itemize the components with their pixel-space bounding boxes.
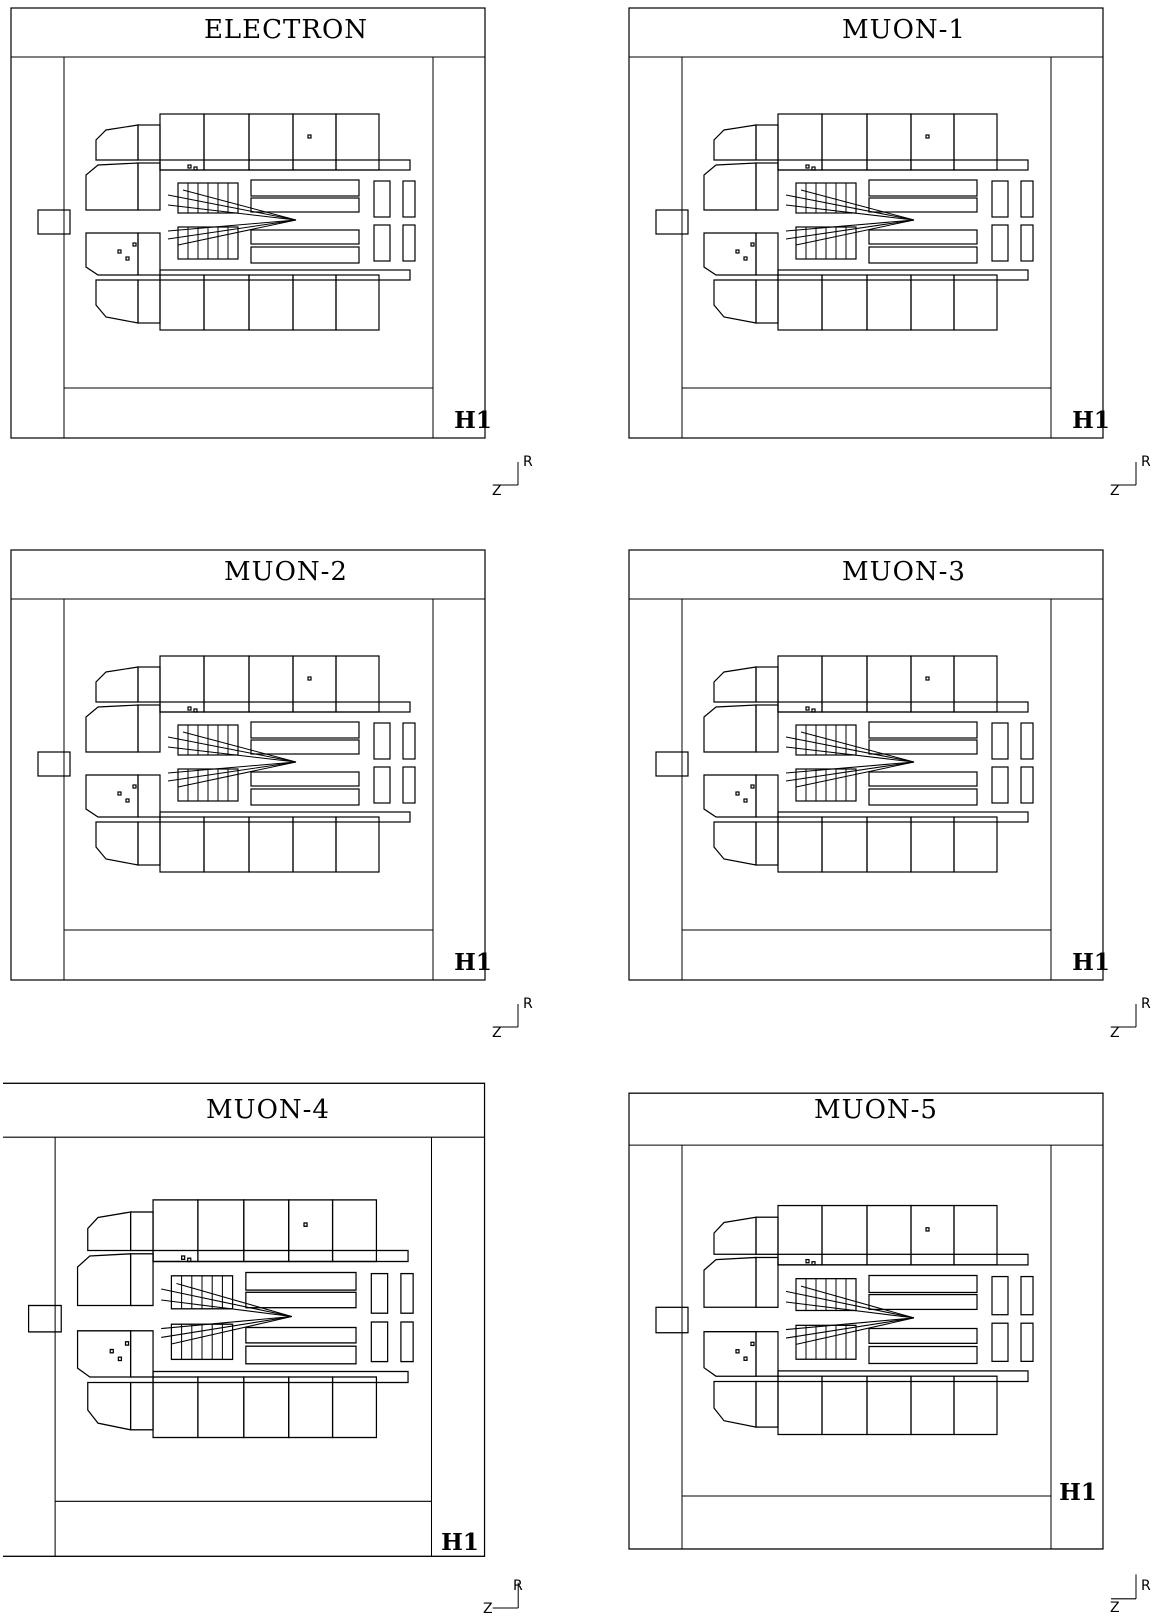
h1-logo: H1 xyxy=(454,949,492,976)
axis-label-r: R xyxy=(1141,996,1151,1012)
axis-label-z: Z xyxy=(1110,483,1120,495)
panel-title: MUON-4 xyxy=(206,1095,330,1125)
event-display-muon-4: MUON-4 H1 R Z xyxy=(3,1082,523,1615)
detector-view xyxy=(10,7,519,486)
event-display-muon-5: MUON-5 H1 R Z xyxy=(628,1092,1151,1615)
h1-logo: H1 xyxy=(1059,1479,1097,1506)
axis-label-z: Z xyxy=(483,1601,493,1615)
detector-view xyxy=(10,549,519,1028)
axis-label-z: Z xyxy=(492,483,502,495)
event-display-muon-2: MUON-2 H1 R Z xyxy=(10,549,533,1037)
h1-logo: H1 xyxy=(441,1529,479,1556)
h1-logo: H1 xyxy=(454,407,492,434)
event-display-muon-1: MUON-1 H1 R Z xyxy=(628,7,1151,495)
panel-title: ELECTRON xyxy=(204,15,368,45)
event-display-electron: ELECTRON H1 R Z xyxy=(10,7,533,495)
axis-label-r: R xyxy=(523,996,533,1012)
axis-label-r: R xyxy=(523,454,533,470)
detector-view xyxy=(628,1092,1137,1600)
detector-view xyxy=(3,1082,519,1609)
detector-view xyxy=(628,7,1137,486)
axis-label-r: R xyxy=(1141,454,1151,470)
axis-label-z: Z xyxy=(492,1025,502,1037)
axis-label-z: Z xyxy=(1110,1025,1120,1037)
detector-view xyxy=(628,549,1137,1028)
axis-label-r: R xyxy=(1141,1578,1151,1594)
panel-title: MUON-1 xyxy=(842,15,966,45)
panel-title: MUON-5 xyxy=(814,1095,938,1125)
h1-logo: H1 xyxy=(1072,407,1110,434)
h1-logo: H1 xyxy=(1072,949,1110,976)
axis-label-r: R xyxy=(513,1578,523,1594)
event-display-muon-3: MUON-3 H1 R Z xyxy=(628,549,1151,1037)
panel-title: MUON-2 xyxy=(224,557,348,587)
panel-title: MUON-3 xyxy=(842,557,966,587)
axis-label-z: Z xyxy=(1110,1600,1120,1615)
